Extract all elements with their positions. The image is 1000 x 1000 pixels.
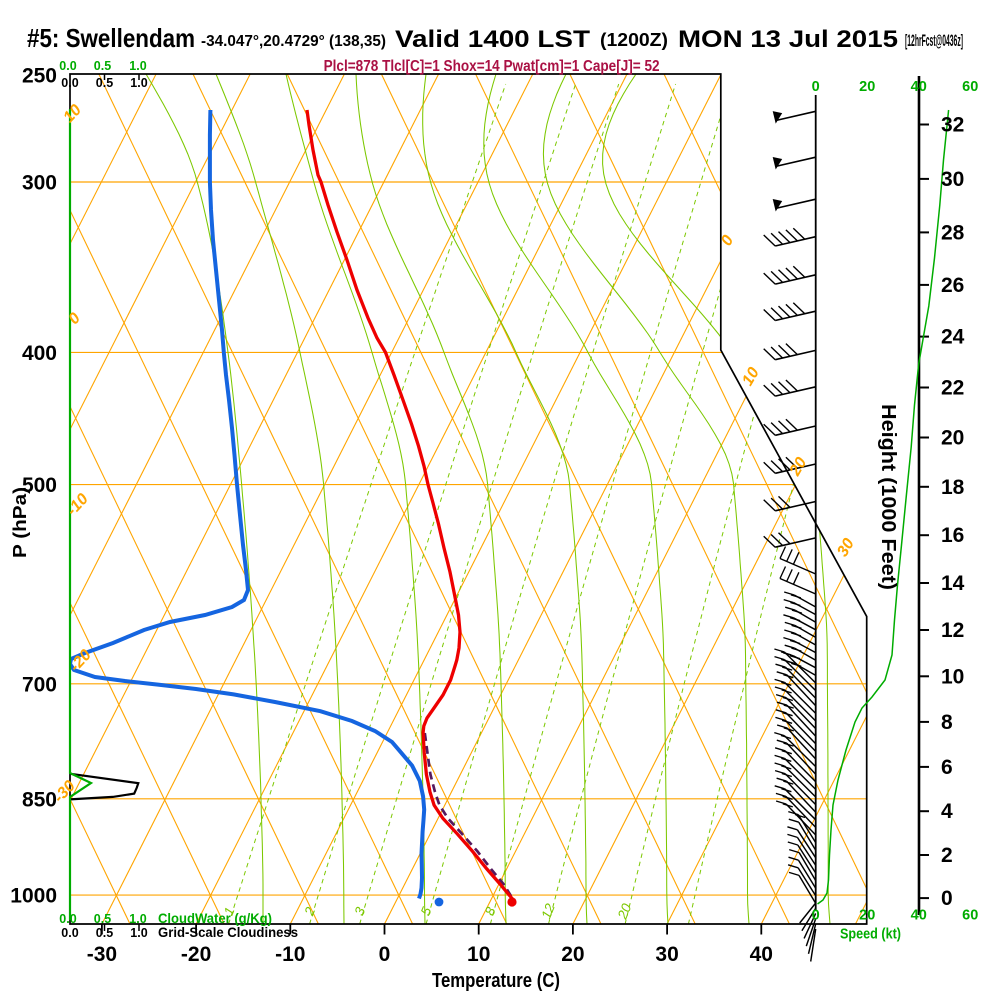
- svg-text:1.0: 1.0: [130, 926, 147, 940]
- svg-text:4: 4: [941, 800, 953, 823]
- svg-text:0.0: 0.0: [61, 926, 78, 940]
- svg-text:20: 20: [859, 908, 875, 924]
- svg-text:6: 6: [941, 756, 953, 779]
- svg-text:10: 10: [467, 943, 490, 966]
- svg-text:60: 60: [962, 908, 978, 924]
- svg-text:10: 10: [739, 365, 763, 389]
- svg-text:20: 20: [614, 901, 634, 922]
- svg-text:16: 16: [941, 524, 964, 547]
- svg-text:30: 30: [941, 168, 964, 191]
- svg-text:-34.047°,20.4729° (138,35): -34.047°,20.4729° (138,35): [201, 33, 386, 50]
- svg-text:700: 700: [22, 673, 57, 696]
- svg-text:0.0: 0.0: [59, 912, 76, 926]
- svg-text:MON 13 Jul 2015: MON 13 Jul 2015: [678, 26, 898, 53]
- svg-text:10: 10: [941, 665, 964, 688]
- svg-text:0.5: 0.5: [96, 926, 113, 940]
- svg-text:Temperature (C): Temperature (C): [432, 970, 560, 992]
- svg-text:12: 12: [941, 619, 964, 642]
- svg-text:26: 26: [941, 274, 964, 297]
- svg-text:400: 400: [22, 342, 57, 365]
- svg-text:0.0: 0.0: [59, 59, 76, 73]
- svg-text:[12hrFcst@0436z]: [12hrFcst@0436z]: [905, 31, 963, 50]
- svg-text:Plcl=878 Tlcl[C]=1 Shox=14 Pwa: Plcl=878 Tlcl[C]=1 Shox=14 Pwat[cm]=1 Ca…: [324, 58, 660, 75]
- svg-text:14: 14: [941, 572, 965, 595]
- svg-text:500: 500: [22, 474, 57, 497]
- svg-text:1.0: 1.0: [129, 912, 146, 926]
- svg-text:-20: -20: [181, 943, 211, 966]
- svg-text:28: 28: [941, 221, 965, 244]
- svg-text:0.5: 0.5: [94, 912, 111, 926]
- svg-text:40: 40: [911, 908, 927, 924]
- svg-text:24: 24: [941, 326, 965, 349]
- svg-text:30: 30: [834, 536, 858, 560]
- svg-text:CloudWater (g/Kg): CloudWater (g/Kg): [158, 910, 272, 926]
- svg-text:18: 18: [941, 476, 965, 499]
- svg-text:8: 8: [941, 711, 953, 734]
- svg-text:(1200Z): (1200Z): [600, 30, 668, 50]
- svg-text:0: 0: [379, 943, 391, 966]
- svg-text:32: 32: [941, 114, 964, 137]
- svg-text:300: 300: [22, 172, 57, 195]
- svg-text:#5: Swellendam: #5: Swellendam: [27, 23, 195, 53]
- svg-text:-10: -10: [275, 943, 305, 966]
- svg-text:0.5: 0.5: [96, 76, 113, 90]
- svg-text:20: 20: [941, 427, 964, 450]
- svg-text:1.0: 1.0: [129, 59, 146, 73]
- svg-text:P (hPa): P (hPa): [10, 487, 30, 558]
- svg-text:0.5: 0.5: [94, 59, 111, 73]
- svg-text:Valid 1400 LST: Valid 1400 LST: [395, 26, 590, 53]
- svg-text:30: 30: [655, 943, 678, 966]
- svg-text:1.0: 1.0: [130, 76, 147, 90]
- svg-text:12: 12: [538, 901, 558, 921]
- svg-text:0: 0: [812, 79, 820, 95]
- svg-text:40: 40: [750, 943, 773, 966]
- svg-text:Height (1000 Feet): Height (1000 Feet): [877, 404, 899, 590]
- svg-text:60: 60: [962, 79, 978, 95]
- svg-text:20: 20: [859, 79, 875, 95]
- svg-text:0.0: 0.0: [61, 76, 78, 90]
- svg-text:1000: 1000: [10, 885, 57, 908]
- svg-text:-30: -30: [87, 943, 117, 966]
- svg-text:250: 250: [22, 65, 57, 88]
- svg-text:0: 0: [812, 908, 820, 924]
- svg-text:0: 0: [941, 887, 953, 910]
- svg-text:850: 850: [22, 788, 57, 811]
- svg-text:20: 20: [561, 943, 584, 966]
- svg-text:22: 22: [941, 377, 964, 400]
- svg-text:2: 2: [941, 844, 953, 867]
- svg-text:Grid-Scale Cloudiness: Grid-Scale Cloudiness: [158, 924, 298, 940]
- svg-text:Speed (kt): Speed (kt): [840, 927, 901, 943]
- svg-text:40: 40: [911, 79, 927, 95]
